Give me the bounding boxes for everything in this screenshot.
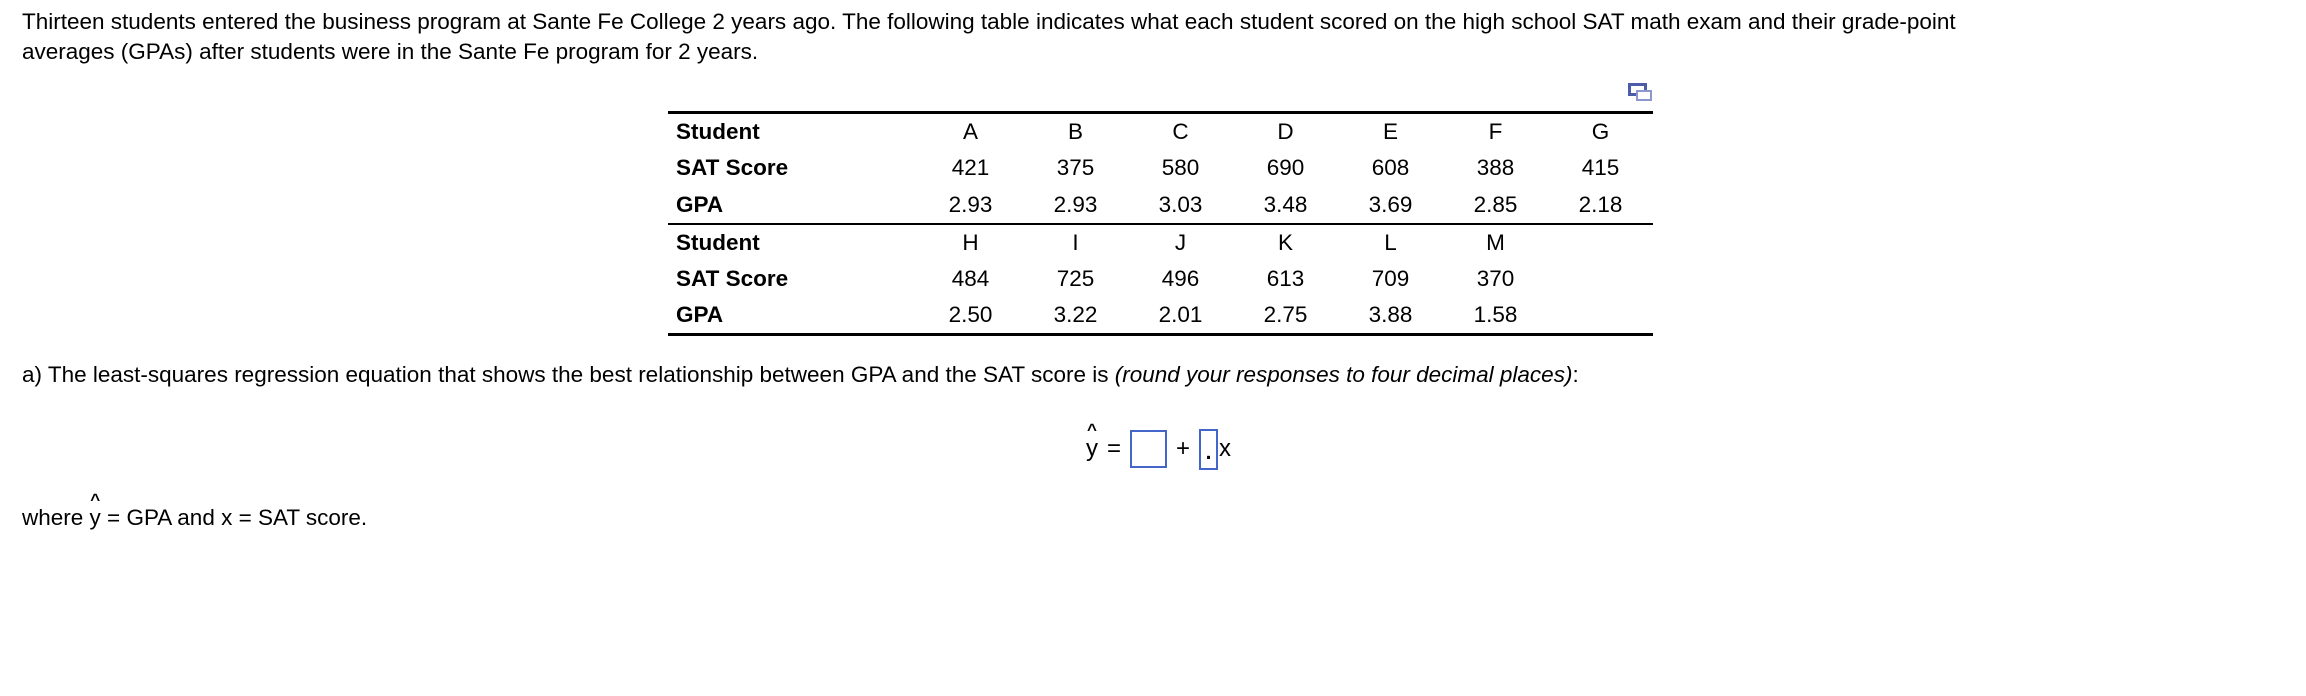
row-label: GPA [676, 191, 724, 217]
question-a-prefix: a) The least-squares regression equation… [22, 362, 1115, 387]
table-cell: 375 [1056, 155, 1095, 180]
slope-answer-input[interactable]: . [1199, 428, 1219, 470]
y-symbol: y [89, 505, 101, 530]
slope-term: . x [1199, 428, 1232, 470]
table-cell: 3.48 [1263, 191, 1308, 217]
variable-definition-text: where ^ y = GPA and x = SAT score. [22, 490, 368, 531]
table-row: SAT Score 484 725 496 613 709 370 [668, 261, 1653, 298]
table-cell: 2.18 [1578, 191, 1623, 217]
row-label: SAT Score [676, 155, 789, 180]
table-cell: 484 [951, 266, 990, 291]
table-cell: F [1488, 118, 1503, 144]
question-a-italic-note: (round your responses to four decimal pl… [1114, 362, 1573, 387]
table-cell: 421 [951, 155, 990, 180]
table-cell: 3.88 [1368, 302, 1413, 328]
row-label: GPA [676, 302, 724, 328]
table-cell: C [1172, 118, 1189, 144]
table-cell: J [1174, 229, 1187, 255]
sat-gpa-table: Student A B C D E F G SAT Score 421 375 … [668, 111, 1653, 336]
table-cell: G [1591, 118, 1610, 144]
table-row: SAT Score 421 375 580 690 608 388 415 [668, 150, 1653, 187]
table-cell [1548, 224, 1653, 261]
x-symbol: x [1219, 435, 1232, 462]
table-cell: 2.93 [1053, 191, 1098, 217]
table-cell: K [1277, 229, 1293, 255]
table-cell: 415 [1581, 155, 1620, 180]
table-cell: D [1277, 118, 1294, 144]
intro-text-line2: averages (GPAs) after students were in t… [22, 39, 759, 64]
table-cell: 370 [1476, 266, 1515, 291]
table-cell: 1.58 [1473, 302, 1518, 328]
table-cell: 709 [1371, 266, 1410, 291]
table-cell: 388 [1476, 155, 1515, 180]
copy-icon-front-rect [1636, 90, 1652, 101]
table-cell: 580 [1161, 155, 1200, 180]
table-block-2: Student H I J K L M SAT Score 484 725 49… [668, 224, 1653, 335]
equals-sign: = [1107, 435, 1122, 462]
table-row: GPA 2.50 3.22 2.01 2.75 3.88 1.58 [668, 298, 1653, 335]
question-a-suffix: : [1572, 362, 1579, 387]
table-cell: 608 [1371, 155, 1410, 180]
table-cell: 3.69 [1368, 191, 1413, 217]
table-cell: 496 [1161, 266, 1200, 291]
table-cell [1548, 298, 1653, 335]
table-row: Student H I J K L M [668, 224, 1653, 261]
copy-table-icon[interactable] [1628, 83, 1655, 105]
table-cell: E [1382, 118, 1398, 144]
y-symbol: y [1086, 435, 1098, 462]
table-cell: M [1486, 229, 1505, 255]
table-cell: 690 [1266, 155, 1305, 180]
plus-sign: + [1176, 435, 1191, 462]
table-cell: 3.03 [1158, 191, 1203, 217]
hat-accent: ^ [1087, 420, 1097, 439]
table-cell: B [1067, 118, 1083, 144]
table-cell: 2.93 [948, 191, 993, 217]
table-block-1: Student A B C D E F G SAT Score 421 375 … [668, 113, 1653, 224]
table-cell: 2.75 [1263, 302, 1308, 328]
table-cell: 2.50 [948, 302, 993, 328]
footnote-prefix: where [22, 505, 90, 530]
footnote-suffix: = GPA and x = SAT score. [100, 505, 368, 530]
table-cell [1548, 261, 1653, 298]
table-cell: 725 [1056, 266, 1095, 291]
regression-equation: ^ y = + . x [1086, 420, 1232, 474]
table-cell: L [1384, 229, 1397, 255]
intercept-answer-input[interactable] [1130, 430, 1168, 468]
table-cell: A [962, 118, 978, 144]
table-row: Student A B C D E F G [668, 113, 1653, 150]
table-cell: I [1072, 229, 1079, 255]
hat-accent: ^ [90, 490, 101, 509]
table-cell: H [962, 229, 979, 255]
table-cell: 2.85 [1473, 191, 1518, 217]
table-cell: 2.01 [1158, 302, 1203, 328]
y-hat-symbol: ^ y [1086, 420, 1098, 463]
table-cell: 3.22 [1053, 302, 1098, 328]
row-label: Student [676, 229, 760, 255]
y-hat-symbol: ^ y [89, 490, 101, 531]
intro-text-line1: Thirteen students entered the business p… [22, 9, 1956, 34]
table-cell: 613 [1266, 266, 1305, 291]
table-row: GPA 2.93 2.93 3.03 3.48 3.69 2.85 2.18 [668, 187, 1653, 224]
row-label: Student [676, 118, 760, 144]
row-label: SAT Score [676, 266, 789, 291]
question-a-text: a) The least-squares regression equation… [22, 362, 1579, 388]
